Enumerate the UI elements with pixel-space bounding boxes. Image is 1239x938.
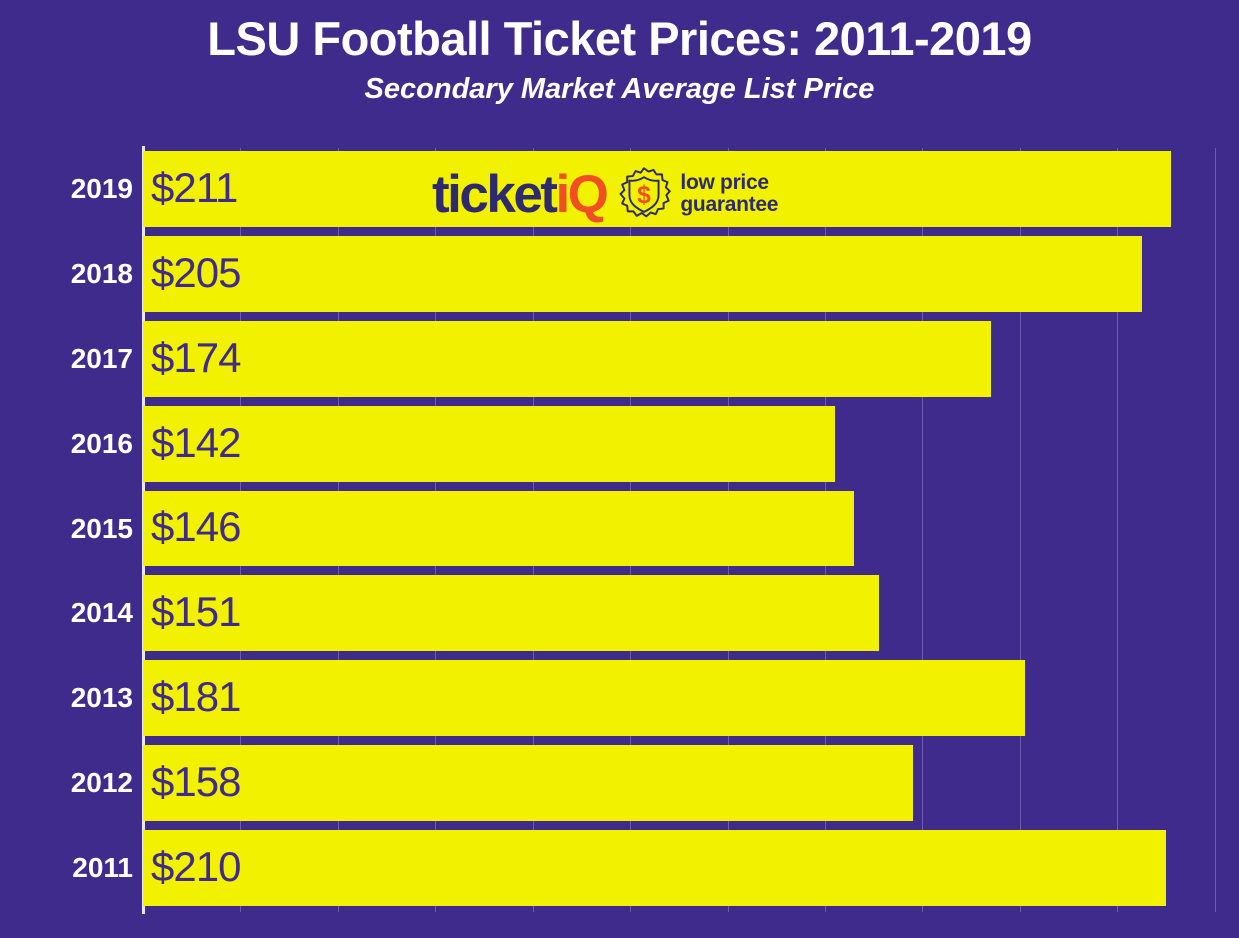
bar-value-label: $142 <box>151 418 241 466</box>
bar <box>143 235 1142 312</box>
bar <box>143 745 913 822</box>
bar-row: $142 <box>143 405 1239 482</box>
badge-dollar-symbol: $ <box>638 182 652 209</box>
bar-value-label: $158 <box>151 758 241 806</box>
chart-header: LSU Football Ticket Prices: 2011-2019 Se… <box>0 12 1239 107</box>
bar-series: $211 $205 $174 $142 $146 $151 $181 $158 $210 <box>143 148 1239 912</box>
bar-row: $151 <box>143 575 1239 652</box>
logo-tagline-line2: guarantee <box>680 193 779 216</box>
low-price-guarantee-badge-icon: $ <box>619 167 672 218</box>
bar-value-label: $205 <box>151 248 241 296</box>
bar <box>143 575 879 652</box>
bar-value-label: $210 <box>151 843 241 891</box>
category-label-2017: 2017 <box>70 342 133 374</box>
logo-tagline: low price guarantee <box>680 170 779 216</box>
bar-row: $158 <box>143 745 1239 822</box>
category-label-2016: 2016 <box>70 427 133 459</box>
logo-word-iq: iQ <box>555 164 608 224</box>
bar-value-label: $181 <box>151 673 241 721</box>
category-label-2018: 2018 <box>70 257 133 289</box>
category-label-2015: 2015 <box>70 512 133 544</box>
logo-tagline-line1: low price <box>680 170 769 194</box>
bar-value-label: $211 <box>151 164 238 212</box>
bar <box>143 660 1025 737</box>
category-axis-labels: 2019 2018 2017 2016 2015 2014 2013 2012 2011 <box>0 148 133 912</box>
chart-subtitle: Secondary Market Average List Price <box>364 73 875 106</box>
category-label-2012: 2012 <box>70 767 133 799</box>
bar-value-label: $146 <box>151 503 241 551</box>
bar-row: $205 <box>143 235 1239 312</box>
bar <box>143 320 991 397</box>
bar-row: $210 <box>143 830 1239 906</box>
bar-value-label: $151 <box>151 588 241 636</box>
bar <box>143 830 1166 906</box>
bar <box>143 405 835 482</box>
ticketiq-logo: ticketiQ $ low price guarantee <box>432 163 778 225</box>
bar <box>143 490 854 567</box>
bar-value-label: $174 <box>151 333 241 381</box>
bar-row: $174 <box>143 320 1239 397</box>
category-label-2013: 2013 <box>70 682 133 714</box>
category-label-2019: 2019 <box>70 172 133 204</box>
logo-word-ticket: ticket <box>432 164 558 224</box>
category-label-2014: 2014 <box>70 597 133 629</box>
logo-wordmark: ticketiQ <box>432 164 609 224</box>
bar-row: $181 <box>143 660 1239 737</box>
plot-area: $211 $205 $174 $142 $146 $151 $181 $158 $210 <box>143 148 1239 912</box>
category-label-2011: 2011 <box>72 852 133 884</box>
bar-row: $146 <box>143 490 1239 567</box>
chart-title: LSU Football Ticket Prices: 2011-2019 <box>207 12 1032 65</box>
